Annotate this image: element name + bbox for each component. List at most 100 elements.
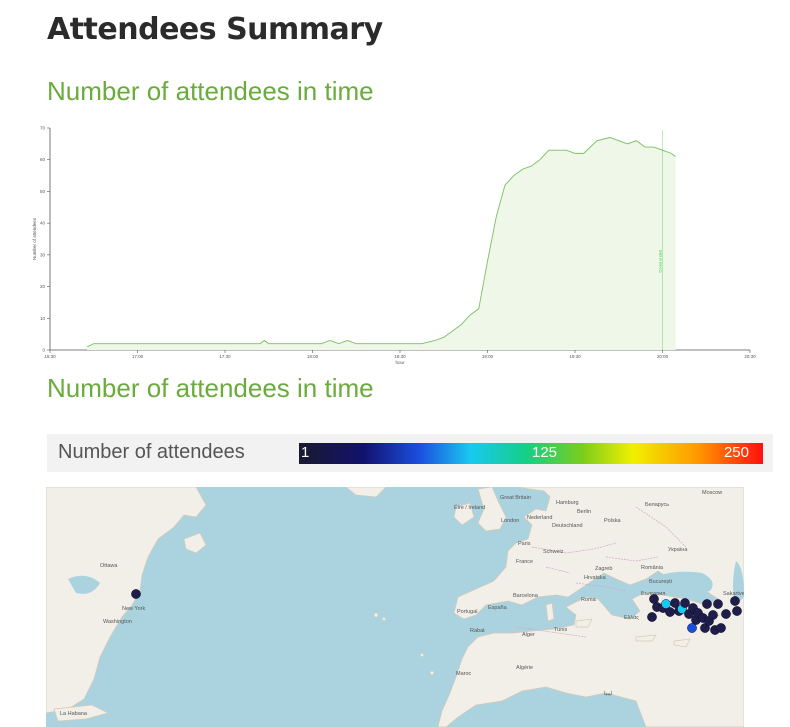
series-line	[86, 137, 676, 348]
map-place-label: Deutschland	[552, 523, 583, 529]
land-newfoundland	[183, 532, 207, 554]
attendee-marker[interactable]	[665, 607, 675, 617]
attendee-marker[interactable]	[680, 598, 690, 608]
map-place-label: Rabat	[470, 628, 485, 634]
map-place-label: Tunis	[554, 627, 567, 633]
land-sicily	[575, 618, 593, 628]
y-tick-label: 10	[40, 316, 46, 321]
x-tick-label: 19:00	[482, 354, 494, 359]
map-place-label: Alger	[522, 632, 535, 638]
attendee-marker[interactable]	[647, 612, 657, 622]
map-place-label: España	[488, 605, 508, 611]
y-tick-label: 0	[42, 348, 45, 353]
colorbar-min-label: 1	[301, 444, 310, 461]
attendee-marker[interactable]	[721, 609, 731, 619]
colorbar-label: Number of attendees	[58, 441, 245, 463]
attendee-marker[interactable]	[708, 610, 718, 620]
land-sardinia	[545, 602, 555, 622]
map-place-label: Hrvatska	[584, 575, 607, 581]
land-eurasia	[437, 487, 744, 727]
lake-great-lakes	[68, 575, 100, 594]
map-place-label: Ελλάς	[624, 614, 639, 621]
map-place-label: France	[516, 559, 533, 565]
map-place-label: România	[641, 565, 664, 571]
map-canvas[interactable]: Great Britain Éire / Ireland London Nederla…	[46, 487, 744, 727]
series-area	[87, 137, 676, 350]
section-title-chart: Number of attendees in time	[47, 76, 374, 106]
y-tick-label: 20	[40, 284, 46, 289]
map-place-label: Україна	[668, 547, 688, 553]
x-tick-label: 20:00	[657, 354, 669, 359]
attendee-marker[interactable]	[730, 596, 740, 606]
map-place-label: Algérie	[516, 665, 533, 671]
map-place-label: Polska	[604, 518, 621, 524]
section-title-map: Number of attendees in time	[47, 373, 374, 403]
land-crete	[635, 634, 657, 642]
map-place-label: ليبيا	[604, 690, 613, 697]
map-place-label: Zagreb	[595, 566, 612, 572]
water-black-sea	[653, 571, 713, 595]
x-tick-label: 19:30	[569, 354, 581, 359]
map-place-label: Portugal	[457, 609, 478, 615]
attendee-marker[interactable]	[687, 623, 697, 633]
x-tick-label: 20:30	[744, 354, 756, 359]
attendee-marker[interactable]	[716, 623, 726, 633]
land-great-britain	[477, 487, 507, 532]
y-axis-label: Number of attendees	[32, 217, 37, 260]
map-place-label: Schweiz	[543, 549, 564, 555]
x-tick-label: 18:00	[307, 354, 319, 359]
map-place-label: București	[649, 579, 672, 585]
map-place-label: Éire / Ireland	[454, 504, 485, 511]
y-tick-label: 50	[40, 189, 46, 194]
map-place-label: Roma	[581, 597, 597, 603]
colorbar-gradient: 1 125 250	[299, 443, 763, 464]
map-place-label: Hamburg	[556, 500, 579, 506]
land-cyprus	[673, 638, 691, 648]
land-madeira	[420, 653, 424, 657]
map-place-label: La Habana	[60, 711, 88, 717]
land-azores	[373, 612, 379, 618]
map-place-label: Ottawa	[100, 563, 118, 569]
attendee-marker[interactable]	[713, 599, 723, 609]
map-place-label: Беларусь	[645, 502, 669, 508]
x-tick-label: 16:30	[44, 354, 56, 359]
attendee-marker[interactable]	[131, 589, 141, 599]
count-ended-label: Count ended	[658, 250, 663, 273]
x-tick-label: 17:00	[132, 354, 144, 359]
page-title: Attendees Summary	[47, 12, 383, 47]
attendee-marker[interactable]	[732, 606, 742, 616]
map-place-label: Berlin	[577, 509, 591, 515]
map-place-label: Maroc	[456, 671, 472, 677]
y-tick-label: 30	[40, 252, 46, 257]
map-place-label: Great Britain	[500, 495, 531, 501]
attendee-marker[interactable]	[670, 598, 680, 608]
x-tick-label: 17:30	[219, 354, 231, 359]
map-place-label: Paris	[518, 541, 531, 547]
x-tick-label: 18:30	[394, 354, 406, 359]
attendees-line-chart: 0 10 20 30 40 50 60 70 16:30 17:00 17:30 18:00 18:30…	[32, 126, 756, 366]
x-axis-label: hour	[395, 360, 405, 365]
water-caspian-sea	[733, 561, 744, 605]
country-borders	[515, 506, 737, 638]
map-place-label: London	[501, 518, 519, 524]
map-place-label: Washington	[103, 619, 132, 625]
map-markers	[131, 589, 742, 635]
map-labels: Great Britain Éire / Ireland London Nederla…	[60, 490, 744, 717]
map-place-label: България	[641, 591, 665, 597]
land-caribbean	[53, 704, 109, 722]
map-place-label: Moscow	[702, 490, 722, 496]
colorbar-mid-label: 125	[532, 444, 558, 461]
attendee-map[interactable]: Great Britain Éire / Ireland London Nederla…	[46, 487, 744, 727]
y-tick-label: 60	[40, 157, 46, 162]
land-ireland	[453, 502, 475, 526]
y-tick-label: 70	[40, 126, 46, 131]
map-place-label: New York	[122, 606, 145, 612]
land-canary	[429, 670, 435, 676]
map-place-label: Nederland	[527, 515, 552, 521]
map-place-label: Barcelona	[513, 593, 539, 599]
colorbar-legend: Number of attendees 1 125 250	[47, 434, 773, 472]
attendee-marker[interactable]	[702, 599, 712, 609]
map-place-label: Sakartvelo	[723, 591, 744, 597]
land-azores-2	[382, 617, 386, 621]
y-tick-label: 40	[40, 221, 46, 226]
